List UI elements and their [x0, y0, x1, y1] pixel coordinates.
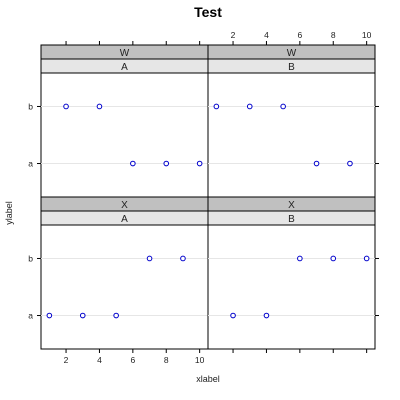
data-point: [363, 255, 370, 262]
y-tick-label: b: [28, 253, 33, 263]
x-tick-label-bottom: 2: [64, 355, 69, 365]
y-tick-label: b: [28, 101, 33, 111]
data-point: [230, 312, 236, 319]
strip-inner-label: B: [288, 62, 295, 73]
data-point: [213, 103, 220, 110]
strip-inner-label: A: [121, 62, 128, 73]
data-point: [196, 160, 203, 167]
strip-outer-label: X: [121, 200, 128, 211]
data-point: [313, 160, 320, 167]
data-point: [146, 255, 153, 262]
data-point: [297, 255, 303, 262]
data-point: [180, 255, 186, 262]
x-tick-label-bottom: 6: [130, 355, 135, 365]
y-tick-label: a: [28, 311, 33, 321]
x-tick-label-bottom: 10: [195, 355, 205, 365]
y-axis-label: ylabel: [4, 201, 14, 225]
data-point: [79, 312, 86, 319]
data-point: [263, 312, 270, 319]
panel-w-b: WB: [207, 44, 376, 198]
plot-area: [207, 72, 376, 198]
panel-x-b: XB: [207, 196, 376, 350]
data-point: [96, 103, 103, 110]
data-point: [130, 160, 136, 167]
x-tick-label-bottom: 8: [164, 355, 169, 365]
data-point: [330, 255, 337, 262]
x-tick-label-top: 10: [362, 30, 372, 40]
data-point: [280, 103, 286, 110]
data-point: [113, 312, 119, 319]
axes-layer: 2 2 4 4 6 6 8 8 10 10 a b a b: [28, 30, 379, 365]
strip-outer-label: W: [287, 48, 297, 59]
strip-inner-label: B: [288, 214, 295, 225]
data-point: [163, 160, 170, 167]
x-tick-label-bottom: 4: [97, 355, 102, 365]
data-point: [46, 312, 53, 319]
plot-area: [40, 72, 209, 198]
x-tick-label-top: 2: [231, 30, 236, 40]
panel-x-a: XA: [40, 196, 209, 350]
x-tick-label-top: 6: [297, 30, 302, 40]
data-point: [347, 160, 353, 167]
x-tick-label-top: 8: [331, 30, 336, 40]
strip-outer-label: W: [120, 48, 130, 59]
x-tick-label-top: 4: [264, 30, 269, 40]
y-tick-label: a: [28, 159, 33, 169]
strip-outer-label: X: [288, 200, 295, 211]
plot-area: [40, 224, 209, 350]
plot-area: [207, 224, 376, 350]
panel-w-a: WA: [40, 44, 209, 198]
x-axis-label: xlabel: [196, 374, 220, 384]
strip-inner-label: A: [121, 214, 128, 225]
data-point: [246, 103, 253, 110]
data-point: [63, 103, 69, 110]
chart-title: Test: [194, 4, 222, 20]
